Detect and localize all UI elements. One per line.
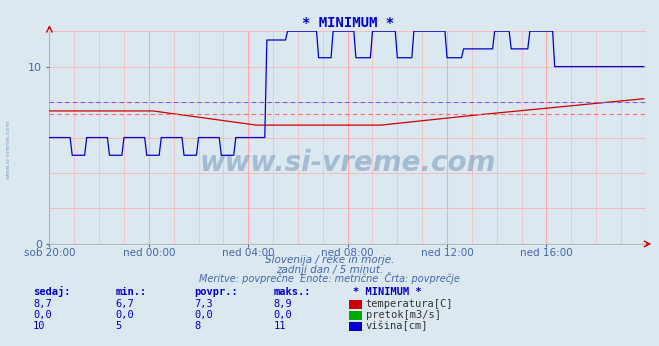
Text: * MINIMUM *: * MINIMUM *	[353, 287, 421, 297]
Text: 10: 10	[33, 321, 45, 331]
Text: 0,0: 0,0	[273, 310, 292, 320]
Text: 0,0: 0,0	[115, 310, 134, 320]
Text: 7,3: 7,3	[194, 299, 213, 309]
Text: 6,7: 6,7	[115, 299, 134, 309]
Text: 5: 5	[115, 321, 121, 331]
Text: pretok[m3/s]: pretok[m3/s]	[366, 310, 441, 320]
Text: www.si-vreme.com: www.si-vreme.com	[5, 119, 11, 179]
Text: višina[cm]: višina[cm]	[366, 321, 428, 331]
Text: Slovenija / reke in morje.: Slovenija / reke in morje.	[265, 255, 394, 265]
Text: maks.:: maks.:	[273, 287, 311, 297]
Text: 0,0: 0,0	[33, 310, 51, 320]
Text: 11: 11	[273, 321, 286, 331]
Text: sedaj:: sedaj:	[33, 286, 71, 297]
Text: www.si-vreme.com: www.si-vreme.com	[200, 149, 496, 177]
Text: 8,9: 8,9	[273, 299, 292, 309]
Title: * MINIMUM *: * MINIMUM *	[302, 16, 393, 30]
Text: temperatura[C]: temperatura[C]	[366, 299, 453, 309]
Text: 8,7: 8,7	[33, 299, 51, 309]
Text: 8: 8	[194, 321, 200, 331]
Text: zadnji dan / 5 minut.: zadnji dan / 5 minut.	[276, 265, 383, 275]
Text: min.:: min.:	[115, 287, 146, 297]
Text: 0,0: 0,0	[194, 310, 213, 320]
Text: povpr.:: povpr.:	[194, 287, 238, 297]
Text: Meritve: povprečne  Enote: metrične  Črta: povprečje: Meritve: povprečne Enote: metrične Črta:…	[199, 272, 460, 284]
